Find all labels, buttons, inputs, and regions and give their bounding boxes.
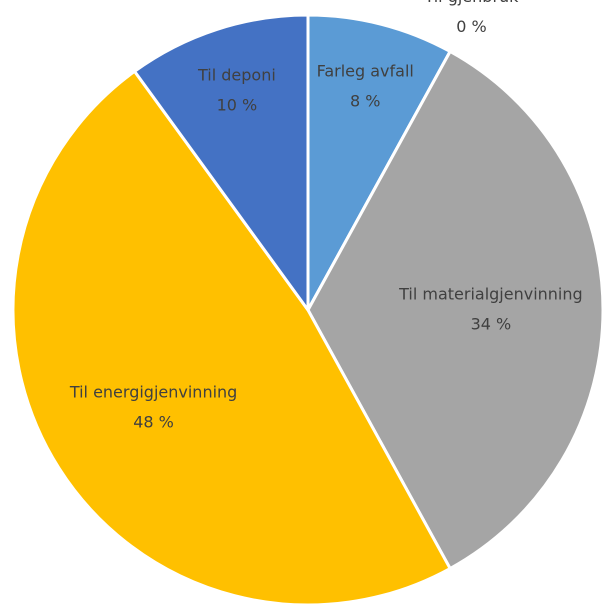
slice-value-label: 8 % [350, 92, 380, 111]
pie-slice [306, 13, 453, 311]
slice-label: Til deponi [197, 66, 276, 85]
pie-slice [306, 49, 602, 571]
slice-value-label: 34 % [471, 315, 512, 334]
slice-label: Farleg avfall [317, 62, 414, 81]
slice-value-label: 0 % [456, 17, 486, 36]
slice-value-label: 10 % [217, 96, 258, 115]
slice-label: Til energigjenvinning [69, 383, 238, 402]
slice-label: Til gjenbruk [423, 0, 519, 6]
slice-label: Til materialgjenvinning [398, 285, 583, 304]
pie-slice [11, 69, 453, 606]
slice-value-label: 48 % [133, 413, 174, 432]
pie-slice [132, 13, 310, 315]
